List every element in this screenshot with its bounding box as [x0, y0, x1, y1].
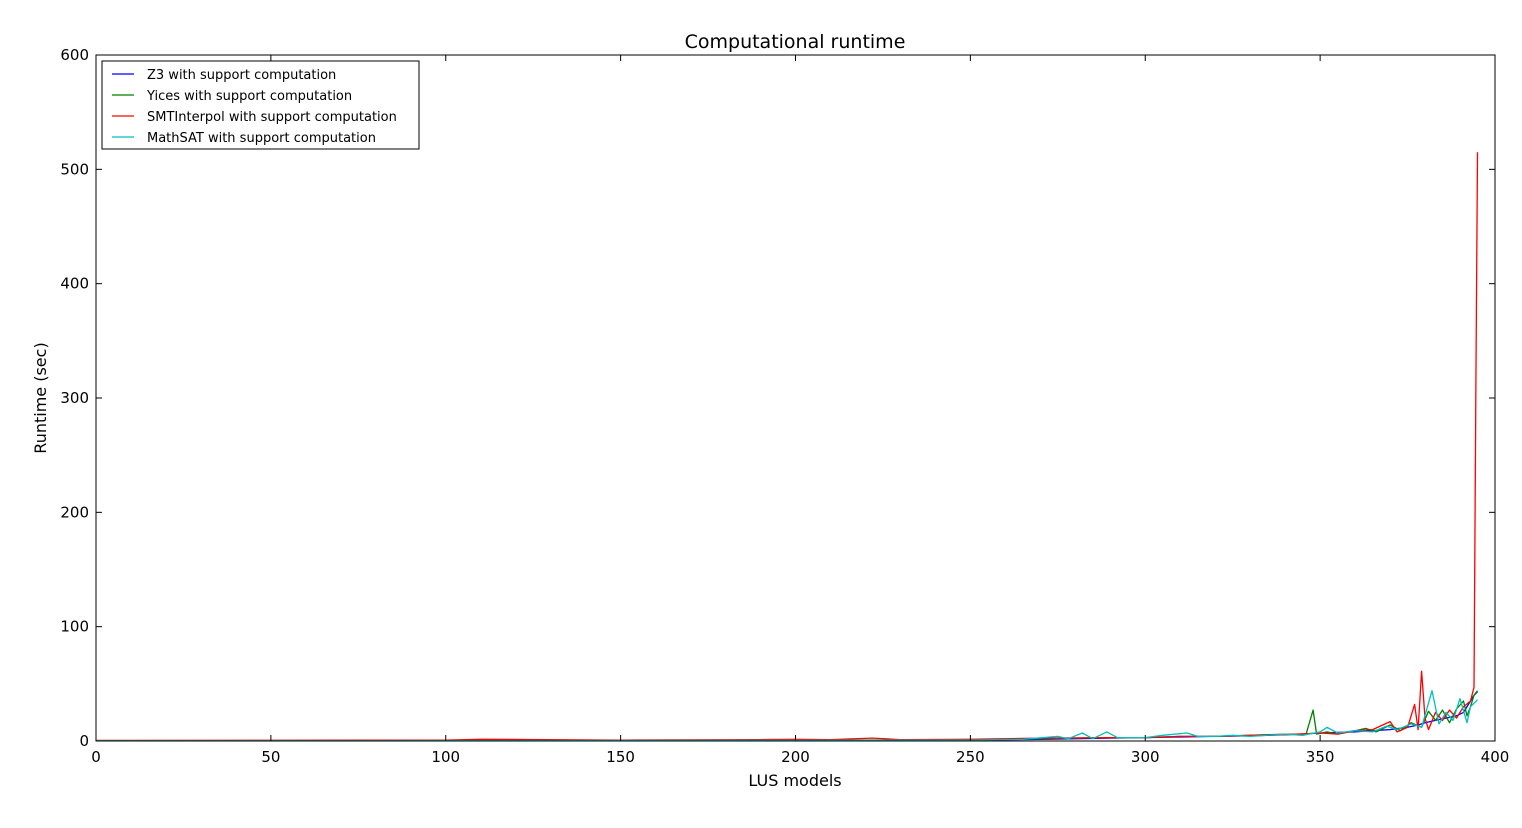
- plot-frame: [95, 54, 1496, 742]
- x-tick-label: 150: [606, 748, 635, 766]
- y-axis: 0 100 200 300 400 500 600: [60, 46, 1495, 750]
- y-tick-label: 400: [60, 275, 89, 293]
- legend-label: MathSAT with support computation: [147, 131, 376, 146]
- y-tick-label: 0: [79, 732, 89, 750]
- y-tick-label: 300: [60, 389, 89, 407]
- x-axis-label: LUS models: [748, 771, 841, 790]
- x-tick-label: 50: [261, 748, 280, 766]
- y-tick-label: 600: [60, 46, 89, 64]
- series-line-1: [96, 691, 1478, 742]
- y-tick-label: 100: [60, 618, 89, 636]
- x-tick-label: 200: [781, 748, 810, 766]
- series-line-4: [96, 690, 1478, 742]
- x-tick-label: 0: [91, 748, 101, 766]
- series-line-3: [95, 152, 1479, 742]
- x-tick-label: 400: [1481, 748, 1510, 766]
- chart-title: Computational runtime: [685, 31, 906, 53]
- y-axis-label: Runtime (sec): [31, 342, 50, 453]
- y-tick-label: 500: [60, 160, 89, 178]
- x-tick-label: 250: [956, 748, 985, 766]
- x-axis: 0 50 100 150 200 250 300 350 400: [91, 55, 1509, 766]
- x-tick-label: 300: [1131, 748, 1160, 766]
- legend-box: [101, 60, 420, 150]
- x-tick-label: 100: [431, 748, 460, 766]
- legend-label: Z3 with support computation: [147, 68, 336, 83]
- x-tick-label: 350: [1306, 748, 1335, 766]
- legend: Z3 with support computation Yices with su…: [101, 60, 420, 150]
- series-line-2: [96, 690, 1479, 742]
- legend-label: SMTInterpol with support computation: [147, 110, 397, 125]
- plot-lines: [95, 152, 1479, 742]
- y-tick-label: 200: [60, 503, 89, 521]
- legend-label: Yices with support computation: [146, 89, 352, 104]
